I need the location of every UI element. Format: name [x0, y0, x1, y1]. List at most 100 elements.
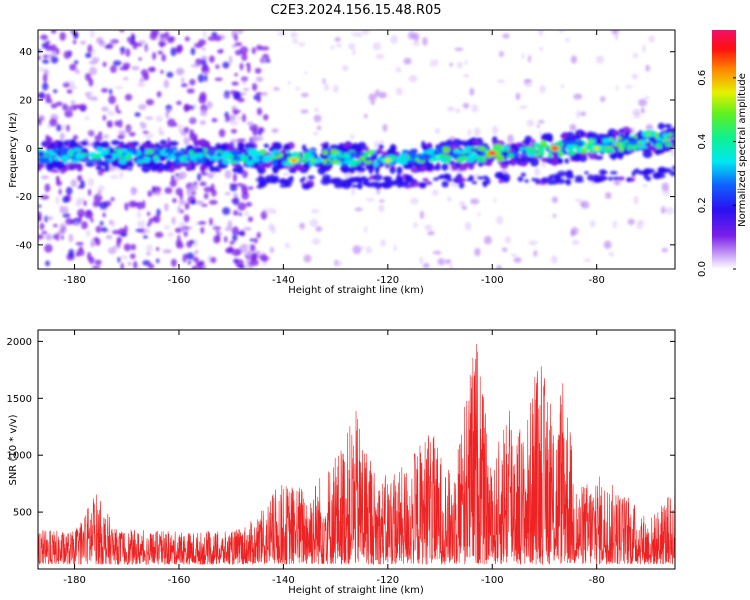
spectrogram-blob: [59, 31, 66, 41]
spectrogram-blob: [524, 135, 533, 143]
spectrogram-blob: [362, 151, 369, 158]
spectrogram-blob: [671, 165, 675, 170]
spectrogram-blob: [202, 30, 207, 38]
spectrogram-blob: [66, 89, 73, 94]
spectrogram-blob: [576, 110, 581, 118]
spectrogram-blob: [176, 100, 182, 106]
spectrogram-blob: [224, 170, 232, 179]
spectrogram-blob: [352, 48, 356, 56]
spectrogram-blob: [253, 135, 258, 143]
spectrogram-blob: [374, 165, 380, 175]
spectrogram-blob: [256, 231, 261, 239]
spectrogram-blob: [208, 55, 215, 63]
spectrogram-blob: [218, 128, 226, 138]
spectrogram-blob: [182, 253, 187, 263]
spectrogram-blob: [661, 247, 668, 253]
spectrogram-blob: [147, 211, 151, 217]
spectrogram-blob: [322, 159, 328, 165]
spectrogram-blob: [174, 158, 181, 165]
spectrogram-blob: [463, 73, 470, 78]
y-tick-label: 0: [26, 144, 32, 155]
spectrogram-blob: [78, 103, 87, 111]
spectrogram-blob: [633, 111, 641, 119]
spectrogram-blob: [197, 173, 202, 182]
spectrogram-blob: [343, 159, 353, 164]
spectrogram-blob: [612, 176, 621, 181]
spectrogram-blob: [143, 235, 148, 239]
spectrogram-blob: [307, 175, 315, 180]
spectrogram-blob: [81, 221, 88, 230]
spectrogram-blob: [360, 245, 365, 250]
spectrogram-blob: [166, 71, 174, 78]
spectrogram-blob: [604, 192, 612, 199]
y-tick-label: 1000: [7, 451, 32, 462]
spectrogram-blob: [664, 142, 673, 147]
spectrogram-blob: [97, 131, 103, 136]
spectrogram-blob: [249, 124, 259, 132]
spectrogram-blobs: [38, 30, 675, 269]
spectrogram-blob: [192, 104, 198, 109]
spectrogram-blob: [300, 92, 309, 98]
spectrogram-blob: [382, 123, 388, 132]
spectrogram-blob: [85, 162, 95, 167]
spectrogram-blob: [336, 179, 346, 185]
spectrogram-blob: [496, 215, 504, 225]
spectrogram-blob: [328, 179, 338, 184]
spectrogram-blob: [70, 161, 78, 169]
spectrogram-blob: [399, 153, 407, 158]
spectrogram-blob: [52, 50, 58, 58]
spectrogram-blob: [73, 221, 80, 227]
spectrogram-blob: [84, 116, 90, 121]
spectrogram-blob: [379, 199, 385, 203]
spectrogram-blob: [393, 244, 397, 252]
spectrogram-blob: [670, 148, 675, 157]
spectrogram-blob: [379, 140, 384, 145]
spectrogram-blob: [87, 90, 94, 97]
spectrogram-blob: [332, 159, 341, 164]
spectrogram-blob: [93, 154, 101, 160]
spectrogram-blob: [75, 241, 84, 246]
spectrogram-blob: [256, 44, 263, 51]
spectrogram-blob: [354, 176, 360, 183]
spectrogram-blob: [158, 41, 167, 46]
spectrogram-blob: [189, 154, 198, 161]
spectrogram-blob: [190, 118, 195, 124]
spectrogram-blob: [233, 210, 239, 216]
spectrogram-blob: [594, 146, 600, 150]
spectrogram-blob: [190, 199, 197, 205]
spectrogram-blob: [469, 147, 478, 152]
spectrogram-blob: [228, 55, 233, 65]
spectrogram-blob: [164, 187, 173, 194]
spectrogram-blob: [342, 64, 349, 72]
spectrogram-blob: [74, 153, 85, 160]
spectrogram-blob: [222, 207, 231, 215]
spectrogram-blob: [461, 205, 468, 210]
spectrogram-blob: [236, 231, 246, 236]
spectrogram-blob: [254, 67, 262, 74]
x-tick-label: -160: [168, 275, 191, 286]
spectrogram-blob: [626, 177, 631, 182]
spectrogram-blob: [312, 131, 319, 136]
spectrogram-blob: [196, 147, 204, 154]
spectrogram-blob: [330, 149, 339, 155]
spectrogram-blob: [228, 114, 236, 122]
spectrogram-blob: [541, 135, 546, 141]
spectrogram-blob: [123, 154, 133, 160]
spectrogram-blob: [351, 32, 360, 37]
spectrogram-blob: [272, 142, 283, 151]
spectrogram-blob: [283, 143, 290, 151]
spectrogram-blob: [278, 178, 285, 185]
spectrogram-blob: [422, 36, 428, 46]
spectrogram-blob: [198, 138, 208, 147]
spectrogram-blob: [596, 55, 604, 65]
spectrogram-blob: [153, 186, 162, 193]
spectrogram-blob: [239, 244, 248, 254]
spectrogram-blob: [127, 261, 132, 266]
spectrogram-blob: [552, 146, 558, 150]
spectrogram-blob: [612, 130, 620, 137]
spectrogram-blob: [496, 265, 502, 269]
spectrogram-blob: [301, 176, 307, 181]
spectrogram-blob: [147, 190, 153, 197]
spectrogram-blob: [433, 164, 441, 171]
